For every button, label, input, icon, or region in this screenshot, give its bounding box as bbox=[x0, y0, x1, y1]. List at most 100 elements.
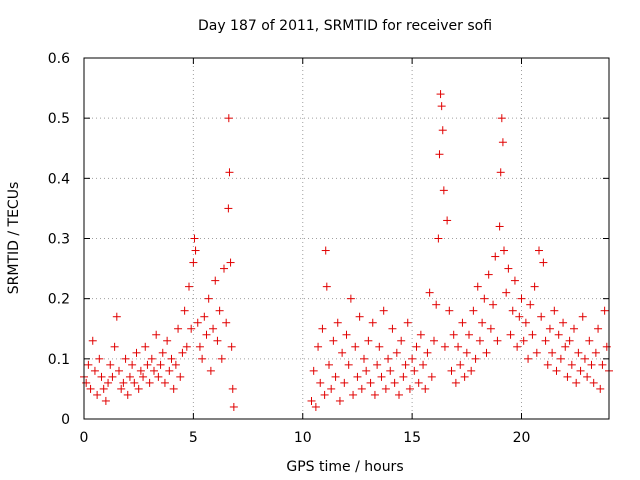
data-point bbox=[165, 366, 174, 375]
data-point bbox=[585, 336, 594, 345]
data-point bbox=[178, 348, 187, 357]
data-point bbox=[434, 234, 443, 243]
data-point bbox=[325, 360, 333, 369]
data-point bbox=[440, 342, 449, 351]
data-point bbox=[598, 360, 607, 369]
data-point bbox=[97, 372, 106, 381]
data-point bbox=[594, 324, 603, 333]
y-axis-ticks: 0 0.1 0.2 0.3 0.4 0.5 0.6 bbox=[48, 51, 609, 428]
data-point bbox=[139, 372, 148, 381]
data-point bbox=[596, 384, 605, 393]
data-point bbox=[532, 348, 541, 357]
data-point bbox=[112, 312, 121, 321]
x-axis-label: GPS time / hours bbox=[286, 459, 403, 475]
data-point bbox=[408, 354, 417, 363]
data-point bbox=[198, 354, 207, 363]
data-point bbox=[211, 276, 220, 285]
data-point bbox=[193, 318, 202, 327]
data-point bbox=[95, 354, 104, 363]
data-point bbox=[101, 396, 110, 405]
data-point bbox=[430, 336, 438, 345]
data-point bbox=[130, 378, 139, 387]
data-point bbox=[401, 360, 410, 369]
data-point bbox=[559, 318, 568, 327]
data-point bbox=[307, 396, 316, 405]
data-point bbox=[563, 372, 572, 381]
data-point bbox=[191, 246, 200, 255]
data-point bbox=[209, 324, 218, 333]
data-point bbox=[82, 378, 91, 387]
data-point bbox=[370, 390, 379, 399]
data-point bbox=[344, 360, 353, 369]
data-point bbox=[462, 348, 471, 357]
data-point bbox=[436, 90, 445, 99]
data-point bbox=[390, 378, 399, 387]
data-point bbox=[229, 402, 238, 411]
data-point bbox=[311, 402, 320, 411]
data-point bbox=[121, 354, 130, 363]
data-point bbox=[200, 312, 209, 321]
data-point bbox=[410, 366, 419, 375]
data-point bbox=[360, 354, 368, 363]
data-point bbox=[110, 342, 119, 351]
data-point bbox=[570, 324, 578, 333]
data-point bbox=[552, 366, 561, 375]
y-tick-label: 0 bbox=[61, 412, 70, 428]
data-point bbox=[567, 360, 576, 369]
data-point bbox=[524, 354, 533, 363]
data-point bbox=[125, 372, 134, 381]
x-axis-ticks: 0 5 10 15 20 bbox=[80, 58, 530, 446]
data-point bbox=[432, 300, 441, 309]
data-point bbox=[510, 276, 519, 285]
data-point bbox=[143, 360, 152, 369]
data-point bbox=[86, 384, 95, 393]
data-point bbox=[392, 348, 401, 357]
data-point bbox=[167, 354, 176, 363]
data-point bbox=[486, 324, 495, 333]
data-point bbox=[357, 384, 366, 393]
data-point bbox=[414, 378, 423, 387]
data-point bbox=[489, 300, 498, 309]
data-point bbox=[132, 348, 141, 357]
data-point bbox=[602, 342, 611, 351]
data-point bbox=[355, 312, 364, 321]
data-point bbox=[449, 330, 458, 339]
data-point bbox=[182, 342, 191, 351]
data-point bbox=[176, 372, 185, 381]
chart-title: Day 187 of 2011, SRMTID for receiver sof… bbox=[198, 18, 492, 34]
data-point bbox=[550, 306, 559, 315]
data-point bbox=[537, 312, 546, 321]
data-point bbox=[152, 330, 161, 339]
data-point bbox=[316, 378, 325, 387]
data-point bbox=[556, 354, 565, 363]
data-point bbox=[439, 186, 448, 195]
data-point bbox=[497, 114, 506, 123]
data-point bbox=[475, 336, 484, 345]
data-point bbox=[460, 372, 469, 381]
data-point bbox=[548, 348, 557, 357]
data-point bbox=[491, 252, 500, 261]
data-point bbox=[88, 336, 97, 345]
data-point bbox=[322, 282, 331, 291]
data-point bbox=[215, 306, 224, 315]
data-point bbox=[530, 282, 539, 291]
data-point bbox=[321, 246, 330, 255]
data-point bbox=[484, 270, 493, 279]
data-point bbox=[458, 318, 467, 327]
data-point bbox=[587, 360, 596, 369]
data-point bbox=[438, 126, 447, 135]
data-point bbox=[147, 354, 156, 363]
data-point bbox=[204, 294, 213, 303]
data-point bbox=[171, 360, 180, 369]
data-point bbox=[506, 330, 515, 339]
data-point bbox=[375, 342, 384, 351]
data-point bbox=[346, 294, 355, 303]
data-point bbox=[318, 324, 327, 333]
data-point bbox=[213, 336, 222, 345]
data-point bbox=[224, 204, 233, 213]
data-point bbox=[508, 306, 517, 315]
data-point bbox=[349, 390, 358, 399]
data-point bbox=[454, 342, 463, 351]
data-point bbox=[403, 318, 412, 327]
data-point bbox=[154, 372, 163, 381]
